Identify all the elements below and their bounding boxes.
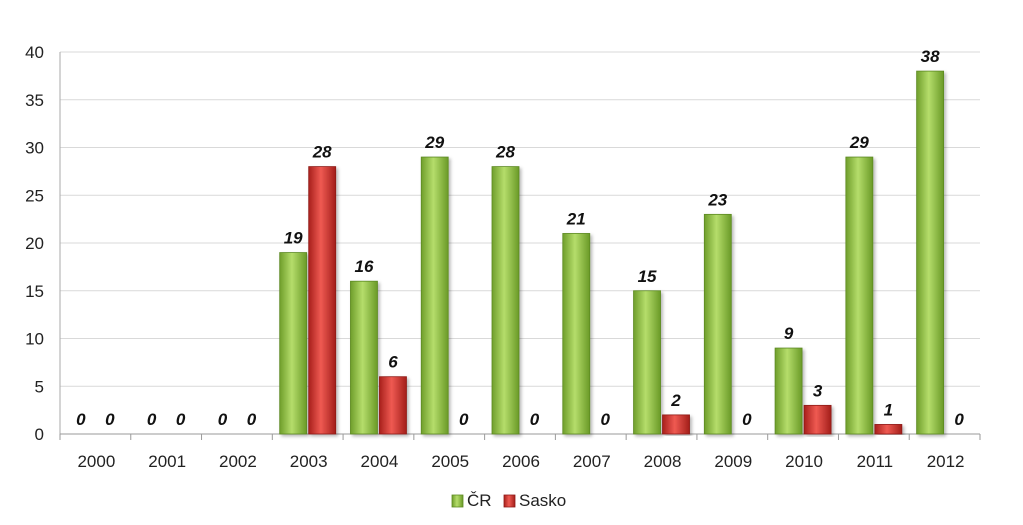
bar-cr: [703, 213, 732, 435]
x-tick-label: 2005: [431, 452, 469, 471]
legend-label: ČR: [467, 491, 492, 510]
data-label: 28: [495, 143, 515, 162]
data-label: 28: [312, 143, 332, 162]
data-label: 2: [670, 391, 681, 410]
data-label: 3: [813, 381, 823, 400]
data-label: 29: [849, 133, 869, 152]
data-label: 23: [707, 190, 727, 209]
data-label: 15: [638, 267, 657, 286]
y-tick-label: 5: [35, 377, 44, 396]
x-tick-label: 2006: [502, 452, 540, 471]
legend-swatch: [503, 494, 516, 508]
data-label: 19: [284, 229, 303, 248]
bar-cr: [279, 252, 308, 435]
data-label: 0: [601, 410, 611, 429]
bar-cr: [562, 233, 591, 435]
x-tick-label: 2002: [219, 452, 257, 471]
bar-cr: [350, 280, 378, 435]
x-tick-label: 2007: [573, 452, 611, 471]
bar-cr: [774, 347, 803, 435]
y-tick-label: 20: [25, 234, 44, 253]
data-label: 0: [147, 410, 157, 429]
gridlines: [60, 51, 980, 387]
x-tick-label: 2009: [714, 452, 752, 471]
data-label: 0: [247, 410, 257, 429]
bar-cr: [420, 156, 449, 435]
data-label: 0: [218, 410, 228, 429]
data-label: 16: [355, 257, 374, 276]
x-tick-label: 2010: [785, 452, 823, 471]
data-label: 38: [921, 47, 940, 66]
legend: ČR Sasko: [451, 491, 566, 510]
data-label: 1: [884, 400, 893, 419]
y-tick-label: 15: [25, 282, 44, 301]
data-label: 0: [530, 410, 540, 429]
bar-sasko: [379, 376, 407, 435]
legend-swatch: [451, 494, 464, 508]
y-tick-label: 10: [25, 330, 44, 349]
y-tick-label: 35: [25, 91, 44, 110]
bar-sasko: [662, 414, 690, 435]
legend-label: Sasko: [519, 491, 566, 510]
bar-cr: [491, 166, 520, 435]
bar-sasko: [874, 424, 903, 435]
data-label: 0: [76, 410, 86, 429]
bars: [279, 70, 945, 435]
x-tick-label: 2001: [148, 452, 186, 471]
x-tick-label: 2000: [77, 452, 115, 471]
data-label: 0: [105, 410, 115, 429]
data-label: 9: [784, 324, 794, 343]
data-label: 29: [424, 133, 444, 152]
y-tick-label: 0: [35, 425, 44, 444]
data-label: 6: [388, 353, 398, 372]
data-label: 0: [742, 410, 752, 429]
y-tick-label: 25: [25, 186, 44, 205]
data-label: 0: [459, 410, 469, 429]
data-label: 0: [176, 410, 186, 429]
x-tick-label: 2011: [857, 452, 894, 471]
x-tick-label: 2004: [361, 452, 399, 471]
x-tick-label: 2012: [927, 452, 965, 471]
x-tick-label: 2003: [290, 452, 328, 471]
bar-cr: [633, 290, 661, 435]
data-label: 21: [566, 209, 586, 228]
x-tick-label: 2008: [644, 452, 682, 471]
bar-cr: [845, 156, 874, 435]
bar-sasko: [308, 166, 337, 435]
data-label: 0: [954, 410, 964, 429]
y-tick-label: 30: [25, 139, 44, 158]
bar-sasko: [803, 404, 832, 435]
bar-cr: [916, 70, 945, 435]
y-tick-label: 40: [25, 43, 44, 62]
